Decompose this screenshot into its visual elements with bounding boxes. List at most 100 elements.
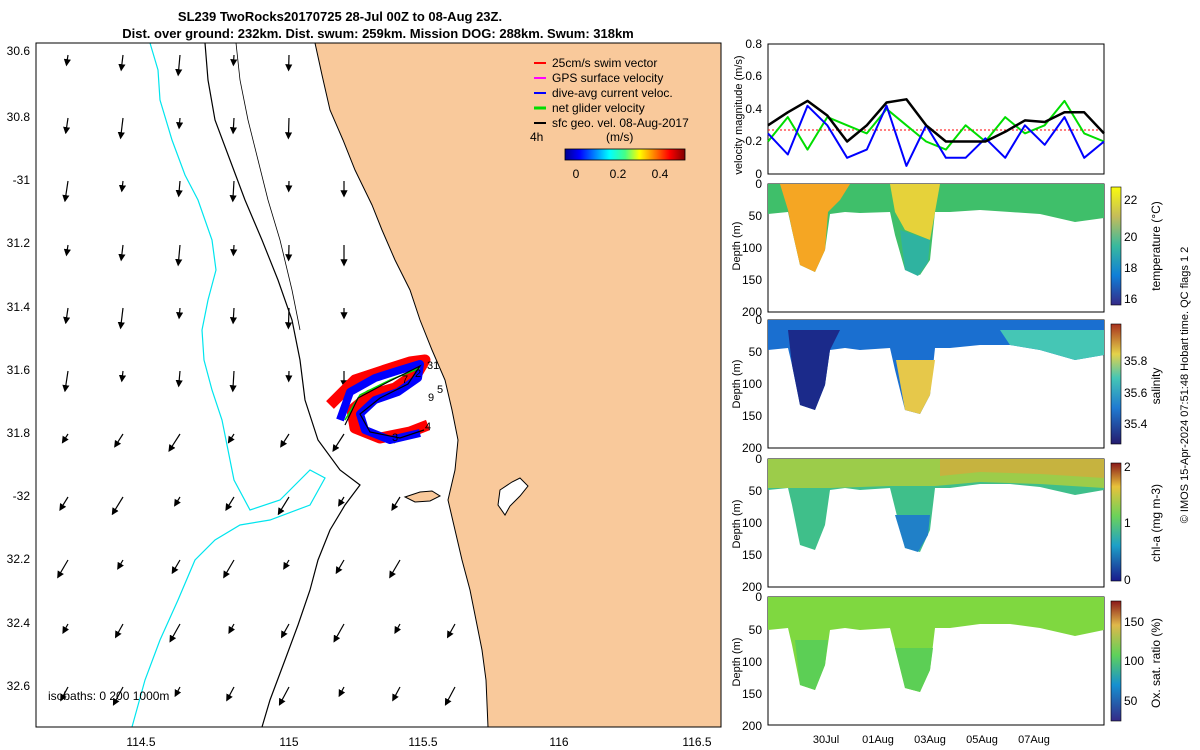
depth-tick: 200 — [742, 305, 762, 319]
depth-tick: 50 — [749, 345, 763, 359]
land-mass — [314, 43, 721, 727]
chl-cbar-tick: 1 — [1124, 516, 1131, 530]
vel-ytick: 0.6 — [745, 69, 762, 83]
depth-tick: 150 — [742, 409, 762, 423]
current-vector-arrow — [176, 307, 184, 320]
current-vector-arrow — [114, 623, 124, 639]
current-vector-arrow — [389, 559, 401, 579]
temp-cbar-tick: 22 — [1124, 193, 1138, 207]
glider-track — [326, 354, 431, 444]
lat-tick: 32.2 — [7, 552, 31, 566]
depth-tick: 0 — [755, 177, 762, 191]
current-vector-arrow — [225, 496, 235, 512]
lon-tick: 115.5 — [408, 735, 437, 749]
vel-ytick: 0.2 — [745, 134, 762, 148]
chla-panel: 0 1 2 chl-a (mg m-3) Depth (m) 0 50 100 … — [731, 452, 1163, 594]
current-vector-arrow — [227, 433, 235, 444]
lat-tick: 31.4 — [7, 300, 31, 314]
current-vector-arrow — [278, 686, 290, 706]
lon-tick: 115 — [279, 735, 298, 749]
current-vector-arrow — [118, 244, 126, 262]
depth-tick: 200 — [742, 719, 762, 733]
salinity-mid-band — [1000, 330, 1104, 360]
oxygen-ylabel: Depth (m) — [731, 638, 743, 687]
depth-tick: 0 — [755, 590, 762, 604]
track-label-4: 4 — [425, 421, 431, 433]
current-vector-arrow — [117, 307, 125, 330]
salinity-ylabel: Depth (m) — [731, 360, 743, 409]
current-vector-arrow — [59, 496, 69, 512]
current-vector-arrow — [63, 244, 71, 257]
velocity-series — [767, 98, 1105, 167]
current-vector-arrow — [229, 307, 238, 325]
velocity-axes — [767, 43, 1105, 175]
temperature-panel: 16 18 20 22 temperature (°C) Depth (m) 0… — [731, 177, 1163, 319]
oxygen-deep-band-2 — [895, 648, 933, 692]
copyright-note: © IMOS 15-Apr-2024 07:51:48 Hobart time.… — [1179, 247, 1191, 524]
title-line-1: SL239 TwoRocks20170725 28-Jul 00Z to 08-… — [178, 9, 502, 24]
lat-tick: 32.4 — [7, 616, 31, 630]
velocity-series-sfc-geo-vel — [767, 98, 1105, 143]
lon-tick: 116.5 — [682, 735, 711, 749]
oxygen-deep-band — [795, 640, 828, 690]
lat-tick: -31 — [13, 173, 31, 187]
current-vector-arrow — [446, 623, 456, 639]
rottnest-island — [403, 490, 442, 503]
date-tick: 07Aug — [1018, 734, 1050, 746]
map-lat-ticks: 30.6 30.8 -31 31.2 31.4 31.6 31.8 -32 32… — [7, 44, 31, 693]
title-line-2: Dist. over ground: 232km. Dist. swum: 25… — [122, 26, 634, 41]
current-vector-arrow — [174, 686, 182, 698]
current-vector-arrow — [229, 117, 238, 135]
depth-tick: 200 — [742, 580, 762, 594]
colorbar-tick: 0 — [573, 167, 580, 181]
isobath-1000m — [131, 43, 326, 727]
ox-cbar-tick: 150 — [1124, 615, 1144, 629]
current-vector-arrow — [230, 244, 238, 257]
track-line-black — [344, 364, 425, 439]
lat-tick: 30.8 — [7, 110, 31, 124]
salinity-cbar-label: salinity — [1149, 368, 1163, 405]
lon-tick: 116 — [549, 735, 568, 749]
depth-tick: 150 — [742, 548, 762, 562]
map-lon-ticks: 114.5 115 115.5 116 116.5 — [126, 735, 711, 749]
legend-label-gps: GPS surface velocity — [552, 71, 663, 85]
temperature-ylabel: Depth (m) — [731, 222, 743, 271]
current-vector-arrow — [226, 686, 235, 702]
current-vector-arrow — [333, 623, 345, 643]
date-tick: 30Jul — [813, 734, 839, 746]
sal-cbar-tick: 35.8 — [1124, 354, 1148, 368]
colorbar-note: 4h — [530, 130, 543, 144]
lat-tick: -32 — [13, 489, 31, 503]
current-vector-arrow — [280, 433, 290, 448]
current-vector-arrow — [171, 559, 181, 575]
current-vector-arrow — [62, 180, 70, 203]
chla-ylabel: Depth (m) — [731, 500, 743, 549]
temp-cbar-tick: 18 — [1124, 261, 1138, 275]
current-vector-arrow — [175, 180, 183, 198]
chl-cbar-tick: 0 — [1124, 573, 1131, 587]
date-tick: 01Aug — [862, 734, 894, 746]
current-vector-arrow — [118, 54, 126, 72]
track-label-9: 9 — [428, 392, 434, 404]
vel-ytick: 0.8 — [745, 37, 762, 51]
coastal-inlet — [497, 477, 529, 516]
current-vector-arrow — [63, 117, 71, 135]
vel-ytick: 0.4 — [745, 102, 762, 116]
current-vector-arrow — [391, 496, 401, 512]
current-vector-arrow — [118, 370, 127, 383]
velocity-ylabel: velocity magnitude (m/s) — [733, 55, 745, 174]
velocity-series-dive-avg-current-veloc — [767, 104, 1105, 167]
current-vector-arrow — [277, 496, 290, 516]
current-vector-arrow — [230, 54, 238, 67]
current-vector-arrow — [229, 180, 237, 203]
oxygen-panel: 50 100 150 Ox. sat. ratio (%) Depth (m) … — [731, 590, 1163, 733]
legend-label-net: net glider velocity — [552, 101, 645, 115]
lat-tick: 31.2 — [7, 236, 31, 250]
depth-tick: 100 — [742, 655, 762, 669]
current-vector-arrow — [444, 686, 456, 706]
current-vector-arrow — [284, 117, 293, 140]
temperature-cool-tail — [900, 230, 930, 276]
isobath-200m — [204, 43, 361, 727]
legend-label-dive: dive-avg current veloc. — [552, 86, 673, 100]
